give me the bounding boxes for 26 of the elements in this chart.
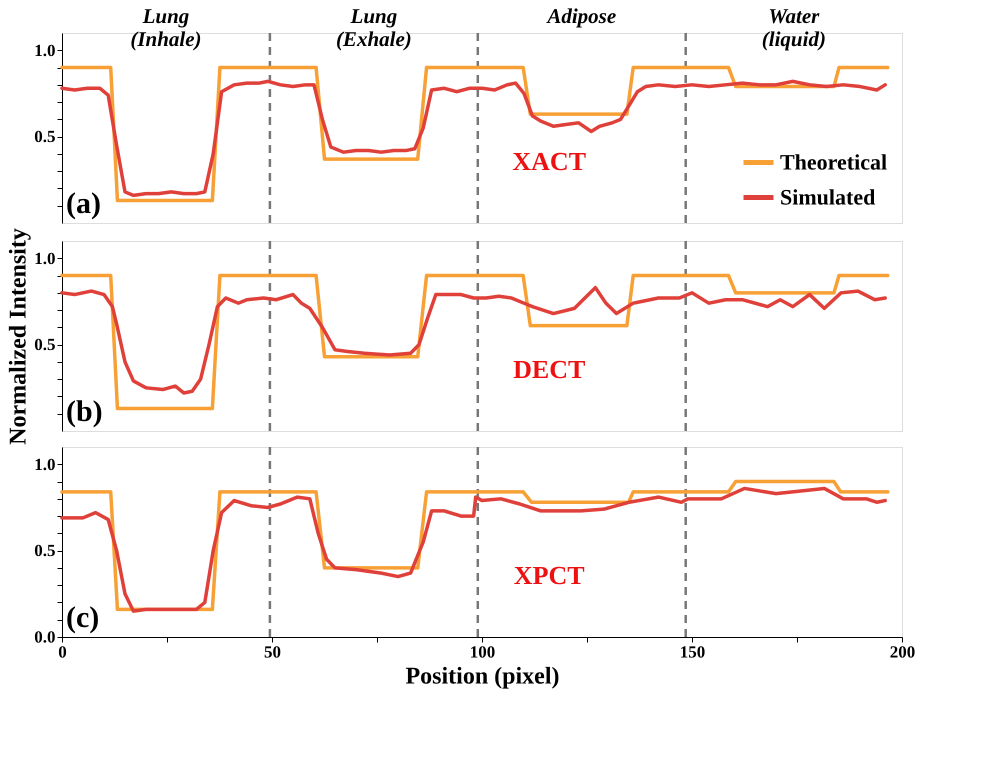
y-axis-title: Normalized Intensity bbox=[5, 228, 32, 445]
x-tick-label: 100 bbox=[470, 642, 496, 662]
annotation: XPCT bbox=[514, 561, 585, 590]
annotation: Lung (Exhale) bbox=[336, 4, 412, 51]
y-tick-label: 0.0 bbox=[34, 628, 56, 646]
y-tick-label: 0.5 bbox=[34, 541, 56, 560]
legend-label: Theoretical bbox=[780, 150, 888, 174]
y-tick-label: 1.0 bbox=[34, 248, 56, 268]
x-tick-label: 150 bbox=[680, 642, 706, 662]
annotation: XACT bbox=[512, 147, 586, 176]
annotation: (c) bbox=[66, 601, 100, 634]
annotation: Lung (Inhale) bbox=[130, 4, 202, 51]
annotation: (a) bbox=[66, 187, 101, 220]
legend-label: Simulated bbox=[780, 184, 876, 210]
annotation: (b) bbox=[66, 395, 103, 428]
x-tick-label: 200 bbox=[890, 642, 916, 662]
x-tick-label: 0 bbox=[58, 642, 67, 662]
x-tick-label: 50 bbox=[264, 642, 281, 662]
x-axis-title: Position (pixel) bbox=[406, 664, 560, 690]
annotation: DECT bbox=[513, 355, 586, 384]
text: Adipose bbox=[545, 4, 616, 28]
y-tick-label: 1.0 bbox=[34, 40, 56, 60]
y-tick-label: 0.5 bbox=[34, 335, 56, 354]
y-tick-label: 0.5 bbox=[34, 127, 56, 146]
annotation: Water (liquid) bbox=[762, 4, 826, 51]
y-tick-label: 1.0 bbox=[34, 454, 56, 474]
